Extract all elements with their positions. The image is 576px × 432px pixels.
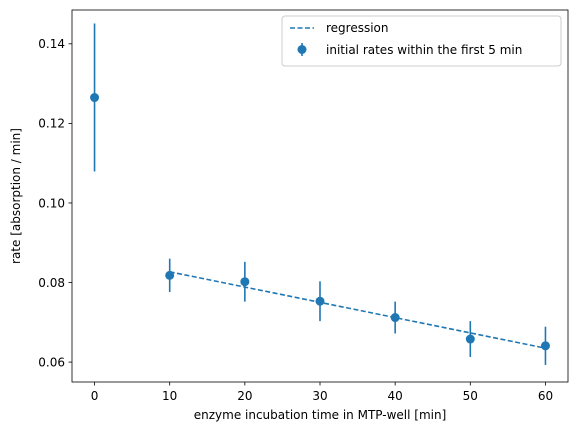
legend-box xyxy=(281,15,562,67)
plot-frame xyxy=(71,9,569,383)
regression-line xyxy=(169,271,546,349)
x-tick-label: 20 xyxy=(237,389,252,403)
x-tick-label: 0 xyxy=(91,389,99,403)
regression-layer xyxy=(169,271,546,349)
errorbar-layer xyxy=(90,23,550,365)
x-tick-label: 50 xyxy=(463,389,478,403)
data-point xyxy=(390,313,400,323)
data-point xyxy=(240,277,250,287)
x-axis-ticks: 0 10 20 30 40 50 60 xyxy=(91,382,553,403)
x-tick-label: 60 xyxy=(538,389,553,403)
y-tick-label: 0.08 xyxy=(38,276,65,290)
y-tick-label: 0.14 xyxy=(38,37,65,51)
x-tick-label: 40 xyxy=(388,389,403,403)
y-tick-label: 0.12 xyxy=(38,117,65,131)
data-point xyxy=(165,270,175,280)
x-axis-label: enzyme incubation time in MTP-well [min] xyxy=(194,408,447,422)
x-tick-label: 10 xyxy=(162,389,177,403)
legend: regression initial rates within the firs… xyxy=(281,15,562,67)
x-tick-label: 30 xyxy=(312,389,327,403)
y-axis-label: rate [absorption / min] xyxy=(9,128,23,264)
legend-errorbar-label: initial rates within the first 5 min xyxy=(326,43,522,57)
y-axis-ticks: 0.06 0.08 0.10 0.12 0.14 xyxy=(38,37,72,369)
y-tick-label: 0.06 xyxy=(38,355,65,369)
legend-regression-label: regression xyxy=(326,21,389,35)
data-point xyxy=(315,296,325,306)
data-point xyxy=(90,93,100,103)
y-tick-label: 0.10 xyxy=(38,196,65,210)
data-point xyxy=(465,334,475,344)
legend-errorbar-swatch-marker xyxy=(297,45,307,54)
data-point xyxy=(540,341,550,351)
